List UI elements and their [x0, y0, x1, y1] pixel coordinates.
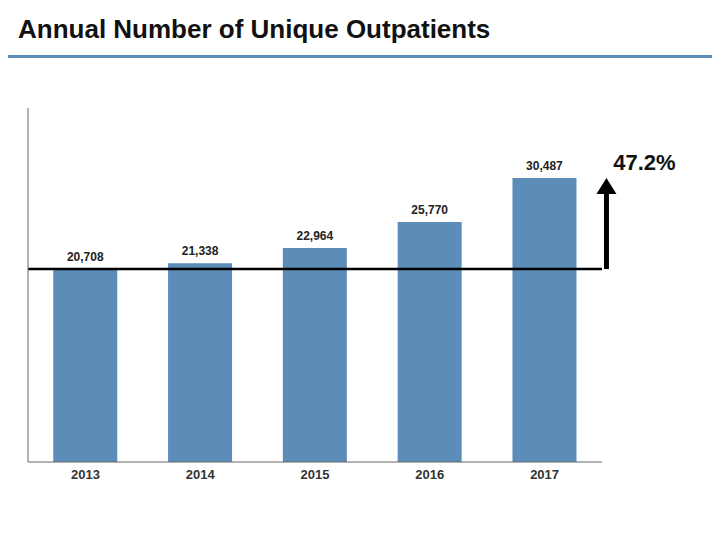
svg-text:47.2%: 47.2%: [613, 150, 675, 175]
svg-text:2016: 2016: [415, 467, 444, 482]
html-text:Annual Number of Unique Outpat: Annual Number of Unique Outpatients: [18, 14, 491, 44]
svg-text:25,770: 25,770: [411, 203, 448, 217]
svg-text:30,487: 30,487: [526, 159, 563, 173]
svg-text:2017: 2017: [530, 467, 559, 482]
svg-text:2014: 2014: [186, 467, 216, 482]
svg-text:22,964: 22,964: [297, 229, 334, 243]
svg-text:20,708: 20,708: [67, 250, 104, 264]
svg-text:2013: 2013: [71, 467, 100, 482]
svg-text:21,338: 21,338: [182, 244, 219, 258]
svg-text:2015: 2015: [301, 467, 330, 482]
